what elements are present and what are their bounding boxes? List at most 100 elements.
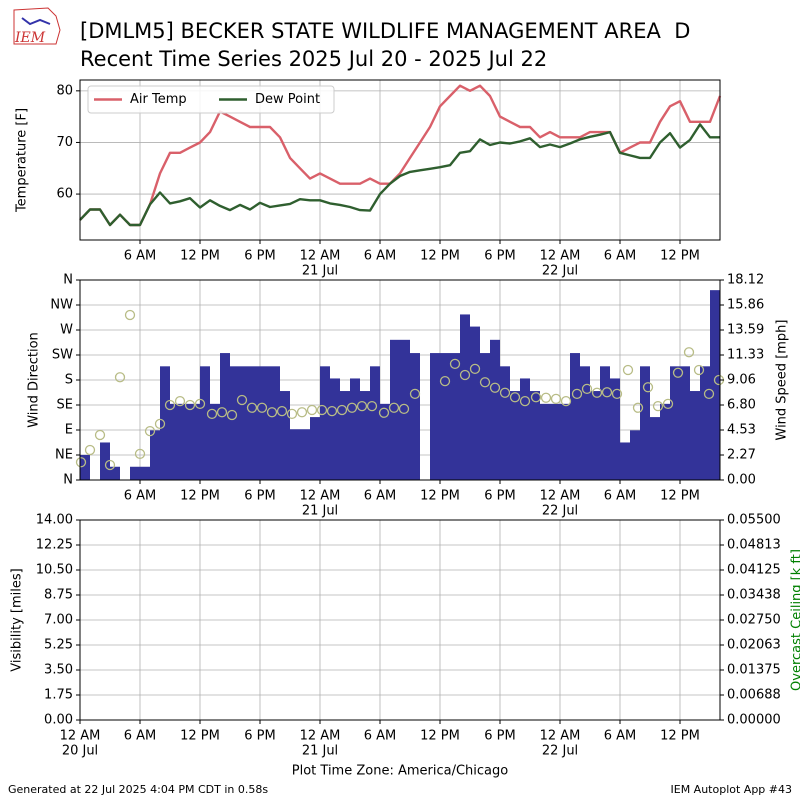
wind-direction-point [398, 403, 410, 415]
x-tick-label: 12 AM [300, 729, 341, 744]
wind-direction-point [499, 387, 511, 398]
wind-speed-bar [390, 339, 400, 480]
x-axis-label: Plot Time Zone: America/Chicago [292, 764, 508, 779]
wind-speed-bar [570, 353, 580, 480]
legend-label: Dew Point [255, 92, 320, 107]
y2-tick-label: 0.00 [727, 473, 756, 488]
logo-stroke [21, 17, 51, 26]
wind-speed-bar [260, 366, 270, 480]
wind-speed-bar [240, 366, 250, 480]
y2-axis-label: Overcast Ceiling [k ft] [790, 549, 800, 691]
wind-speed-bar [320, 366, 330, 480]
x-tick-label: 12 PM [660, 489, 700, 504]
y2-tick-label: 4.53 [727, 423, 756, 438]
wind-speed-bar [280, 391, 290, 480]
wind-direction-point [642, 382, 654, 393]
wind-direction-point [540, 392, 552, 403]
wind-direction-point [622, 364, 634, 376]
wind-speed-bar [190, 403, 200, 480]
wind-direction-point [703, 388, 715, 400]
footer-app: IEM Autoplot App #43 [671, 783, 793, 796]
wind-speed-bar [270, 366, 280, 480]
wind-speed-bar [540, 403, 550, 480]
x-tick-label: 12 PM [180, 489, 220, 504]
wind-speed-bar [500, 366, 510, 480]
wind-speed-bar [470, 326, 480, 480]
y2-tick-label: 6.80 [727, 398, 756, 413]
wind-direction-point [519, 395, 531, 407]
x-tick-label: 12 PM [660, 249, 700, 264]
y-tick-label: E [65, 423, 73, 438]
wind-direction-point [236, 394, 248, 406]
wind-direction-point [469, 363, 481, 375]
wind-speed-bar [360, 391, 370, 480]
y2-tick-label: 0.00688 [727, 688, 781, 703]
series-line [79, 123, 720, 227]
wind-direction-point [693, 364, 705, 376]
y-tick-label: 60 [56, 187, 73, 202]
wind-speed-bar [630, 430, 640, 480]
y-tick-label: SW [52, 348, 73, 363]
wind-direction-point [286, 408, 298, 420]
wind-speed-bar [460, 314, 470, 480]
wind-speed-bar [430, 353, 440, 480]
title: [DMLM5] BECKER STATE WILDLIFE MANAGEMENT… [80, 19, 690, 43]
x-tick-label: 12 PM [420, 729, 460, 744]
wind-direction-point [134, 448, 146, 460]
wind-direction-point [75, 457, 87, 468]
wind-direction-point [378, 407, 390, 418]
wind-direction-point [550, 393, 562, 405]
wind-direction-point [366, 400, 378, 412]
y2-tick-label: 0.02750 [727, 613, 781, 628]
x-tick-label: 12 AM [300, 249, 341, 264]
wind-direction-point [662, 398, 674, 410]
wind-speed-bar [380, 403, 390, 480]
x-tick-label: 6 AM [124, 729, 157, 744]
wind-direction-point [591, 387, 603, 398]
x-tick-sublabel: 21 Jul [302, 264, 338, 279]
wind-speed-bar [200, 366, 210, 480]
y2-tick-label: 18.12 [727, 273, 764, 288]
wind-direction-point [144, 425, 156, 437]
wind-speed-bar [330, 378, 340, 480]
wind-speed-bar [530, 391, 540, 480]
wind-direction-point [601, 387, 613, 398]
y-tick-label: N [63, 273, 73, 288]
wind-speed-bar [250, 366, 260, 480]
wind-direction-point [316, 404, 328, 416]
x-tick-label: 6 AM [364, 249, 397, 264]
wind-direction-point [154, 418, 166, 430]
wind-direction-point [489, 382, 501, 393]
wind-direction-point [652, 400, 664, 412]
y2-tick-label: 2.27 [727, 448, 756, 463]
x-tick-label: 12 PM [180, 729, 220, 744]
y-tick-label: 12.25 [36, 538, 73, 553]
wind-speed-bar [140, 466, 150, 480]
wind-speed-bar [610, 378, 620, 480]
wind-speed-bar [340, 391, 350, 480]
wind-direction-point [84, 444, 96, 456]
wind-speed-bar [670, 366, 680, 480]
x-tick-label: 6 AM [604, 729, 637, 744]
logo: IEM [13, 7, 61, 46]
wind-speed-bar [410, 353, 420, 480]
y-tick-label: NW [50, 298, 73, 313]
wind-speed-bar [130, 466, 140, 480]
y-tick-label: NE [55, 448, 73, 463]
wind-direction-point [530, 392, 542, 403]
wind-direction-point [683, 347, 695, 358]
wind-direction-point [306, 404, 318, 416]
logo-text: IEM [14, 30, 46, 46]
wind-direction-point [336, 404, 348, 416]
x-tick-label: 12 AM [300, 489, 341, 504]
wind-speed-bar [560, 403, 570, 480]
wind-direction-point [256, 402, 268, 413]
wind-speed-bar [180, 403, 190, 480]
wind-speed-bar [710, 290, 720, 480]
wind-speed-bar [210, 403, 220, 480]
x-tick-label: 6 AM [364, 729, 397, 744]
wind-speed-bar [370, 366, 380, 480]
wind-direction-point [164, 399, 176, 411]
y2-tick-label: 11.33 [727, 348, 764, 363]
